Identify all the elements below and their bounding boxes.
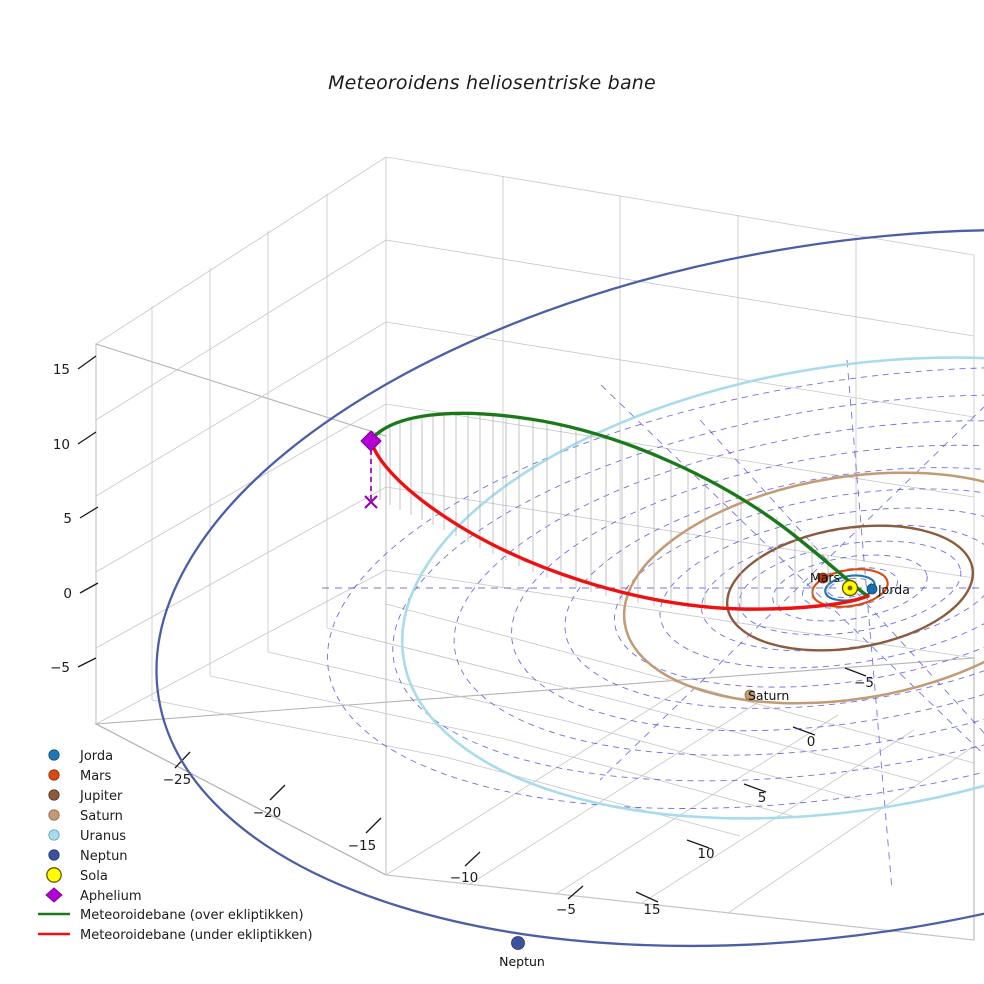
x-tick-label: −10 (450, 870, 479, 886)
orbit-mars (811, 568, 889, 608)
pane-back-right (385, 156, 975, 659)
legend-item-uranus[interactable]: Uranus (48, 829, 127, 844)
mars-marker (817, 572, 829, 584)
planet-orbits (155, 228, 984, 948)
legend-item-sola[interactable]: Sola (46, 867, 108, 884)
legend-label: Sola (80, 869, 108, 884)
legend-item-jorda[interactable]: Jorda (48, 749, 113, 764)
orbit-saturn (622, 471, 984, 705)
meteoroid-orbit (369, 411, 870, 611)
legend-marker-aphelium-icon (45, 887, 63, 903)
aphelion-marker (360, 430, 382, 452)
legend-marker-neptun-icon (48, 849, 60, 861)
legend-label: Uranus (80, 829, 126, 844)
legend-marker-mars-icon (48, 769, 60, 781)
y-tick-label: 10 (697, 846, 714, 862)
y-tick-label: 15 (643, 902, 660, 918)
legend-item-meteoroid-above[interactable]: Meteoroidebane (over ekliptikken) (38, 908, 304, 923)
legend-item-meteoroid-below[interactable]: Meteoroidebane (under ekliptikken) (38, 928, 313, 943)
z-tick-label: 5 (63, 511, 72, 527)
meteoroid-arc-below-ecliptic (369, 438, 870, 611)
legend: Jorda Mars Jupiter Saturn Uranus (38, 749, 313, 943)
z-tick-label: 15 (53, 362, 70, 378)
z-tick-label: 10 (53, 437, 70, 453)
y-tick-label: −5 (854, 675, 874, 691)
legend-marker-saturn-icon (48, 809, 60, 821)
aphelion-projection-x-icon (364, 495, 378, 509)
legend-marker-jupiter-icon (48, 789, 60, 801)
legend-label: Mars (80, 769, 112, 784)
body-markers (511, 572, 878, 950)
legend-label: Saturn (80, 809, 123, 824)
aphelion-group (360, 430, 382, 509)
legend-marker-jorda-icon (48, 749, 60, 761)
label-neptun: Neptun (499, 954, 545, 969)
x-axis-tick-labels: −25 −20 −15 −10 −5 (163, 772, 576, 918)
sola-core-icon (847, 585, 853, 591)
legend-marker-sola-icon (46, 867, 62, 883)
label-jorda: Jorda (877, 582, 910, 597)
legend-label: Meteoroidebane (under ekliptikken) (80, 928, 313, 943)
legend-item-aphelium[interactable]: Aphelium (45, 887, 142, 904)
legend-label: Jorda (79, 749, 113, 764)
axes-pane-grid (94, 156, 975, 941)
legend-item-neptun[interactable]: Neptun (48, 849, 128, 864)
legend-item-mars[interactable]: Mars (48, 769, 112, 784)
legend-label: Jupiter (79, 789, 123, 804)
z-axis-tick-labels: 15 10 5 0 −5 (50, 362, 72, 676)
y-tick-label: 0 (807, 734, 816, 750)
z-tick-label: −5 (50, 660, 70, 676)
jorda-marker (866, 583, 878, 595)
legend-marker-uranus-icon (48, 829, 60, 841)
meteoroid-arc-above-ecliptic (369, 411, 870, 598)
page-title: Meteoroidens heliosentriske bane (328, 72, 656, 94)
axis-ticks (77, 355, 867, 903)
x-tick-label: −15 (348, 838, 377, 854)
legend-item-saturn[interactable]: Saturn (48, 809, 123, 824)
x-tick-label: −5 (556, 902, 576, 918)
body-label-group: Mars Jorda Saturn Neptun (499, 570, 910, 969)
z-tick-label: 0 (63, 586, 72, 602)
label-saturn: Saturn (748, 688, 789, 703)
saturn-marker (744, 689, 756, 701)
polar-grid-radials (322, 359, 984, 891)
orbit-neptun (155, 228, 984, 948)
legend-label: Neptun (80, 849, 128, 864)
legend-item-jupiter[interactable]: Jupiter (48, 789, 123, 804)
x-tick-label: −20 (253, 805, 282, 821)
x-tick-label: −25 (163, 772, 192, 788)
legend-label: Aphelium (80, 889, 142, 904)
pane-back-left (95, 156, 387, 876)
legend-label: Meteoroidebane (over ekliptikken) (80, 908, 304, 923)
neptun-marker (511, 936, 525, 950)
y-axis-tick-labels: −5 0 5 10 15 (643, 675, 874, 918)
pane-floor (94, 570, 975, 941)
label-mars: Mars (810, 570, 840, 585)
polar-grid (327, 367, 984, 809)
y-tick-label: 5 (758, 790, 767, 806)
orbit-uranus (400, 356, 984, 820)
